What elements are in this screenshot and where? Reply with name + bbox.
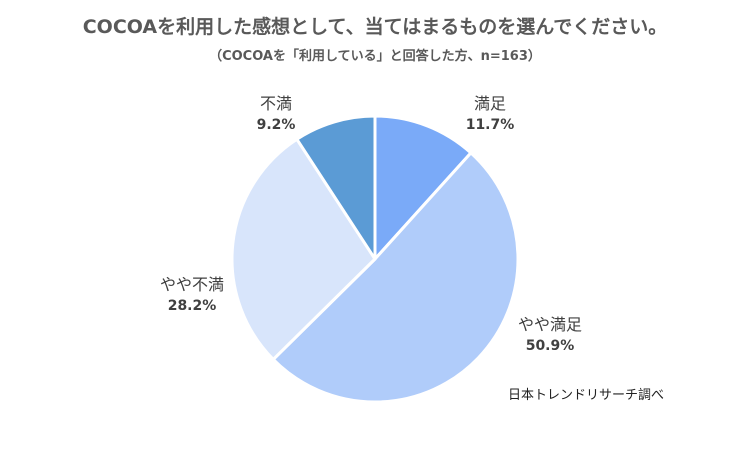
slice-dissatisfied — [295, 114, 377, 261]
slice-percent: 28.2% — [167, 298, 217, 315]
chart-title: COCOAを利用した感想として、当てはまるものを選んでください。 — [82, 16, 668, 38]
slice-name: やや満足 — [517, 315, 582, 334]
slice-label-somewhat-satisfied: やや満足 50.9% — [500, 313, 600, 356]
chart-subtitle: （COCOAを「利用している」と回答した方、n=163） — [209, 49, 541, 64]
slice-somewhat-dissatisfied — [230, 137, 377, 361]
slice-label-dissatisfied: 不満 9.2% — [246, 92, 306, 135]
slice-name: 満足 — [473, 94, 506, 113]
slice-label-somewhat-dissatisfied: やや不満 28.2% — [142, 273, 242, 316]
slice-percent: 11.7% — [465, 117, 515, 134]
slice-label-satisfied: 満足 11.7% — [455, 92, 525, 135]
slice-satisfied — [373, 114, 473, 261]
source-credit: 日本トレンドリサーチ調べ — [508, 388, 665, 403]
slice-percent: 9.2% — [256, 117, 296, 134]
slice-name: やや不満 — [159, 275, 224, 294]
slice-name: 不満 — [259, 94, 292, 113]
slice-percent: 50.9% — [525, 338, 575, 355]
slice-somewhat-satisfied — [271, 151, 520, 404]
